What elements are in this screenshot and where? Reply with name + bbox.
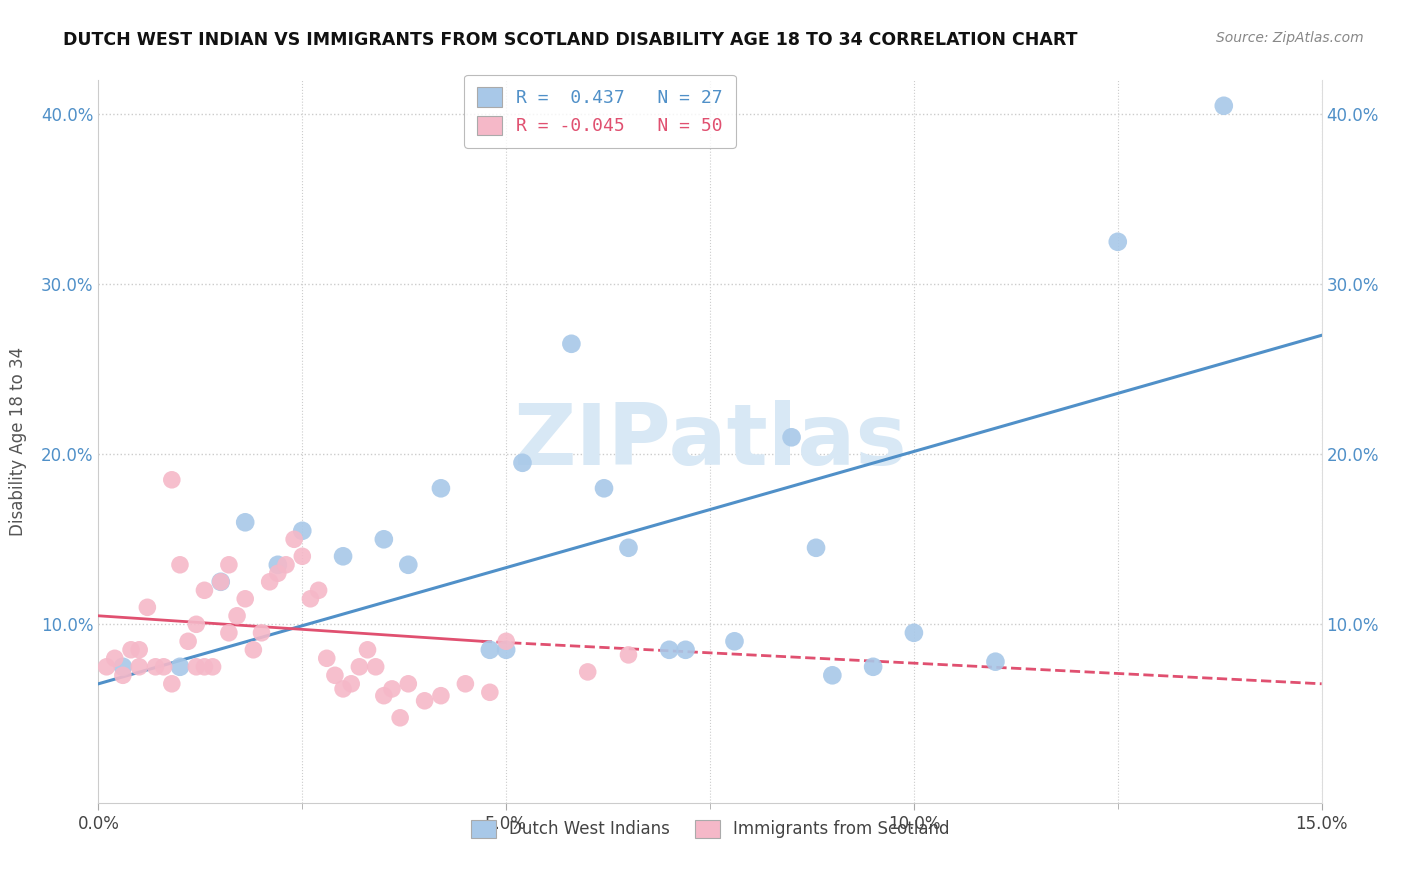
Point [323,668,346,682]
Point [356,642,378,657]
Point [332,549,354,564]
Point [308,583,330,598]
Point [128,660,150,674]
Point [267,558,290,572]
Point [226,608,249,623]
Point [396,558,419,572]
Y-axis label: Disability Age 18 to 34: Disability Age 18 to 34 [10,347,27,536]
Point [291,549,314,564]
Point [128,642,150,657]
Point [821,668,844,682]
Point [381,681,404,696]
Point [283,533,305,547]
Point [209,574,232,589]
Point [267,566,290,581]
Point [617,648,640,662]
Point [780,430,803,444]
Point [233,516,256,530]
Point [373,533,395,547]
Point [495,634,517,648]
Point [145,660,167,674]
Point [373,689,395,703]
Point [593,481,616,495]
Point [169,558,191,572]
Point [617,541,640,555]
Point [658,642,681,657]
Point [120,642,142,657]
Point [233,591,256,606]
Point [218,625,240,640]
Point [209,574,232,589]
Point [218,558,240,572]
Point [160,677,183,691]
Point [349,660,371,674]
Point [136,600,159,615]
Point [1212,99,1234,113]
Point [186,660,208,674]
Text: Source: ZipAtlas.com: Source: ZipAtlas.com [1216,31,1364,45]
Point [242,642,264,657]
Point [96,660,118,674]
Point [413,694,436,708]
Point [495,642,517,657]
Point [111,660,134,674]
Point [291,524,314,538]
Point [396,677,419,691]
Text: DUTCH WEST INDIAN VS IMMIGRANTS FROM SCOTLAND DISABILITY AGE 18 TO 34 CORRELATIO: DUTCH WEST INDIAN VS IMMIGRANTS FROM SCO… [63,31,1078,49]
Point [152,660,174,674]
Point [675,642,697,657]
Point [1107,235,1129,249]
Point [723,634,745,648]
Point [186,617,208,632]
Point [454,677,477,691]
Point [201,660,224,674]
Point [274,558,297,572]
Point [389,711,412,725]
Point [104,651,127,665]
Legend: Dutch West Indians, Immigrants from Scotland: Dutch West Indians, Immigrants from Scot… [464,813,956,845]
Point [315,651,337,665]
Point [478,685,501,699]
Point [340,677,363,691]
Point [560,336,582,351]
Point [259,574,281,589]
Point [478,642,501,657]
Point [332,681,354,696]
Point [193,583,215,598]
Point [512,456,534,470]
Point [430,481,453,495]
Point [250,625,273,640]
Point [430,689,453,703]
Point [160,473,183,487]
Point [984,655,1007,669]
Point [576,665,599,679]
Text: ZIPatlas: ZIPatlas [513,400,907,483]
Point [804,541,827,555]
Point [862,660,884,674]
Point [364,660,387,674]
Point [299,591,322,606]
Point [177,634,200,648]
Point [169,660,191,674]
Point [903,625,925,640]
Point [193,660,215,674]
Point [111,668,134,682]
